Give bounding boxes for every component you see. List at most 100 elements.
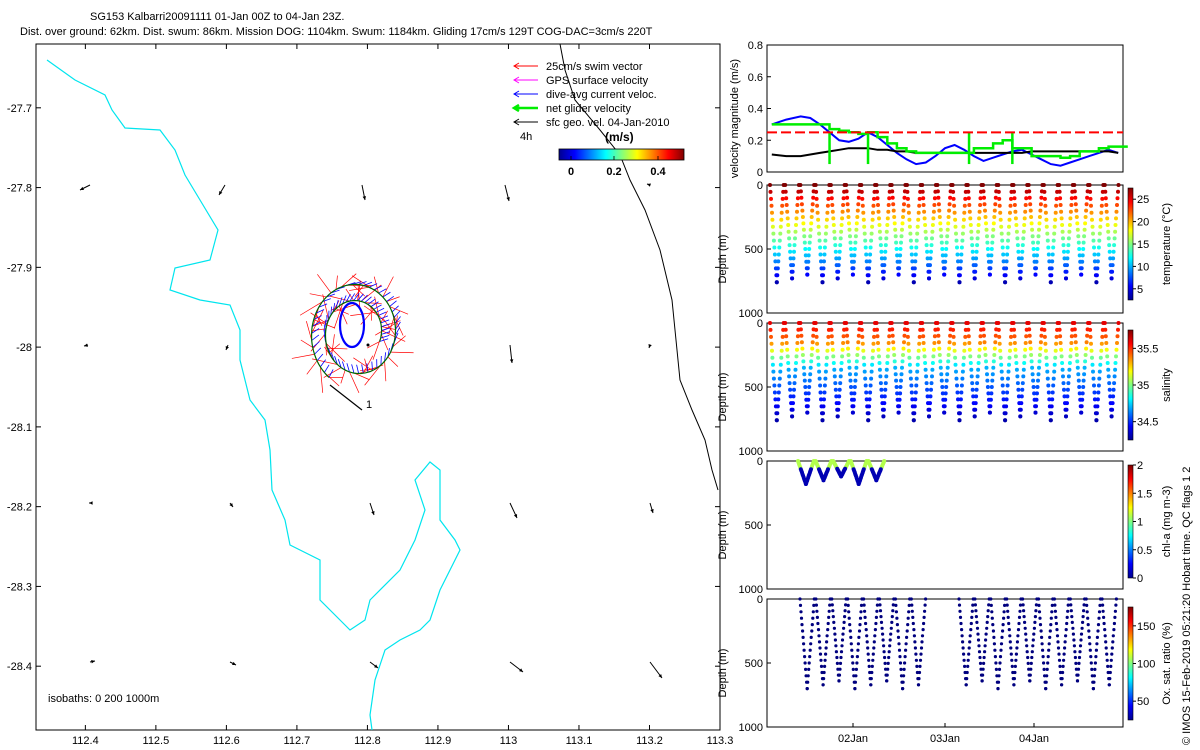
dive-point (829, 196, 834, 201)
dive-point (780, 334, 785, 339)
dive-point (1095, 266, 1100, 271)
dive-point (1102, 615, 1106, 620)
dive-point (788, 256, 793, 261)
dive-point (863, 383, 868, 388)
dive-point (991, 227, 996, 232)
dive-point (939, 372, 944, 377)
sfc-velocity-arrowhead (80, 186, 84, 190)
current-vector (326, 293, 336, 298)
dive-point (1096, 245, 1101, 250)
dive-point (1072, 189, 1077, 194)
dive-point (1044, 362, 1049, 367)
map-y-tick-label: -27.7 (7, 103, 32, 115)
dive-point (924, 597, 928, 601)
dive-point (846, 603, 850, 608)
dive-point (821, 404, 826, 409)
depth-y-tick-label: 1000 (739, 446, 763, 458)
dive-point (1029, 353, 1034, 357)
dive-point (930, 361, 935, 365)
current-vector (395, 321, 401, 330)
dive-point (962, 348, 967, 353)
dive-point (1099, 348, 1104, 353)
current-vector (320, 359, 326, 368)
dive-point (1090, 355, 1094, 360)
map-y-tick-label: -28.2 (7, 502, 32, 514)
dive-point (954, 369, 958, 374)
dive-point (1011, 183, 1016, 187)
dive-point (893, 372, 898, 377)
dive-point (1096, 252, 1101, 257)
dive-point (905, 189, 910, 194)
dive-point (977, 354, 982, 359)
dive-point (1080, 253, 1085, 258)
dive-point (993, 648, 997, 652)
dive-point (885, 223, 890, 227)
dive-point (807, 378, 812, 383)
dive-point (1023, 209, 1028, 214)
dive-point (870, 664, 874, 669)
dive-point (818, 646, 822, 650)
dive-point (1098, 355, 1103, 360)
dive-point (1054, 203, 1059, 208)
dive-point (1005, 245, 1010, 250)
dive-point (844, 603, 848, 607)
dive-point (1037, 227, 1041, 232)
dive-point (770, 355, 775, 360)
dive-point (1054, 621, 1058, 626)
dive-point (1012, 327, 1016, 332)
dive-point (1066, 374, 1071, 379)
dive-point (801, 629, 805, 633)
dive-point (851, 259, 856, 264)
dive-point (967, 203, 972, 207)
dive-point (885, 679, 889, 683)
dive-point (847, 359, 851, 364)
dive-point (839, 474, 844, 479)
time-note: 4h (520, 131, 532, 143)
dive-point (980, 679, 984, 683)
swim-vector (340, 369, 346, 384)
dive-point (996, 321, 1001, 325)
dive-point (1105, 652, 1109, 656)
dive-point (1042, 334, 1047, 339)
dive-point (882, 650, 886, 654)
dive-point (1073, 655, 1077, 660)
dive-point (769, 196, 773, 201)
dive-point (1015, 640, 1020, 644)
dive-point (1043, 203, 1048, 208)
dive-point (1007, 224, 1011, 229)
dive-point (916, 355, 921, 360)
dive-point (1018, 269, 1023, 274)
dive-point (1062, 394, 1067, 399)
dive-point (1013, 216, 1018, 221)
dive-point (803, 391, 808, 396)
dive-point (1053, 210, 1058, 215)
dive-point (787, 381, 792, 386)
dive-point (1008, 348, 1012, 353)
dive-point (776, 252, 781, 257)
swim-vector (335, 275, 338, 290)
dive-point (821, 683, 825, 687)
dive-point (815, 615, 820, 620)
dive-point (788, 387, 793, 392)
dive-point (843, 615, 847, 619)
dive-point (1074, 208, 1079, 213)
dive-point (914, 238, 919, 243)
dive-point (814, 189, 819, 194)
dive-point (985, 378, 990, 383)
dive-point (826, 621, 830, 626)
dive-point (900, 365, 904, 370)
dive-point (1051, 245, 1056, 250)
dive-point (809, 635, 813, 640)
dive-point (978, 203, 983, 207)
dive-point (1085, 195, 1090, 200)
dive-point (1076, 234, 1081, 239)
dive-point (1037, 359, 1042, 364)
dive-point (800, 215, 805, 219)
dive-point (1077, 247, 1082, 251)
dive-point (913, 259, 918, 264)
dive-point (841, 632, 845, 636)
dive-point (849, 642, 853, 646)
dive-point (883, 243, 888, 248)
dive-point (859, 321, 864, 325)
